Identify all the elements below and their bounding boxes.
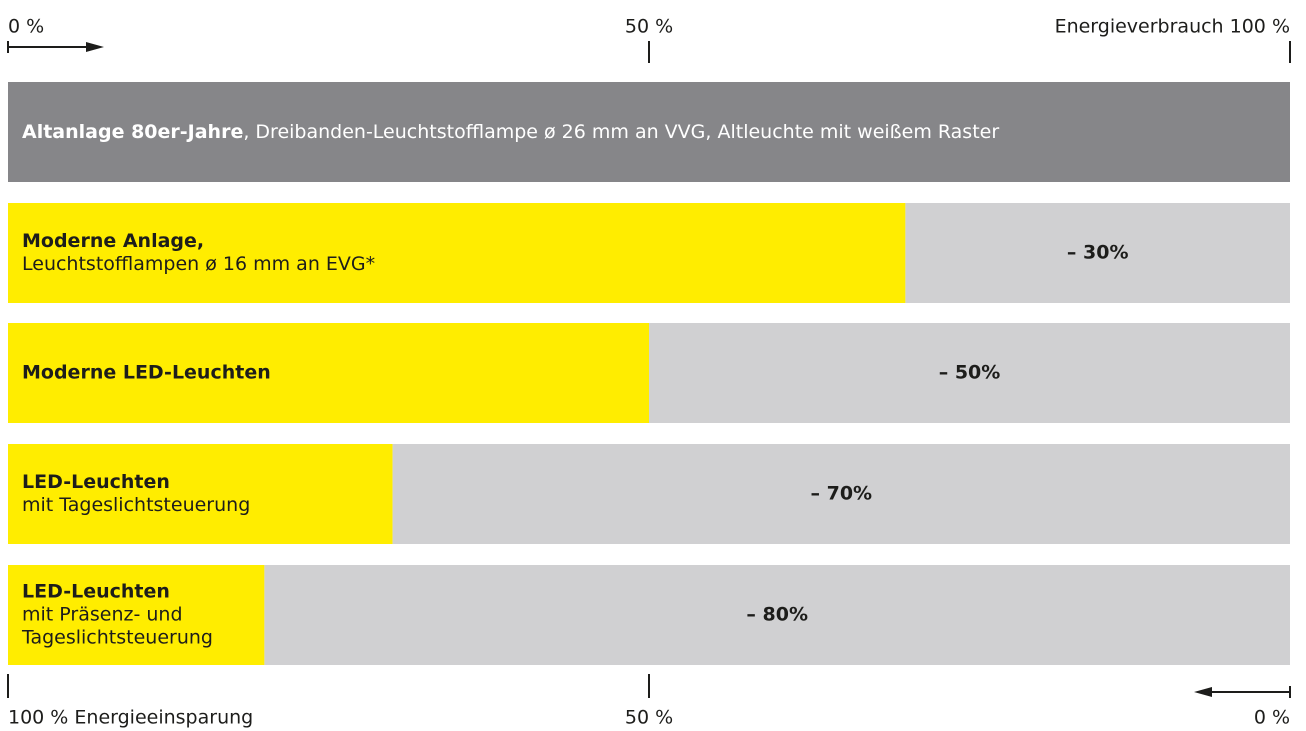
category-title: LED-Leuchten [22,581,170,603]
category-detail: , Dreibanden-Leuchtstofflampe ø 26 mm an… [243,121,999,143]
bottom-tick-label: 50 % [625,707,673,729]
category-label: Altanlage 80er-Jahre, Dreibanden-Leuchts… [22,121,999,143]
savings-bar [264,565,1290,665]
savings-bar [392,444,1291,544]
category-detail: mit Tageslichtsteuerung [22,494,250,516]
category-title: Moderne Anlage, [22,230,204,252]
consumption-bar [8,203,906,303]
bottom-arrow-head [1194,687,1212,697]
category-detail: Leuchtstofflampen ø 16 mm an EVG* [22,253,375,275]
savings-bar [905,203,1290,303]
savings-label: – 50% [939,362,1001,384]
axis-arrows [8,42,1290,697]
top-tick-label: 0 % [8,16,44,38]
consumption-bar [8,444,393,544]
top-tick-label: Energieverbrauch 100 % [1055,16,1290,38]
top-tick-label: 50 % [625,16,673,38]
category-title: Altanlage 80er-Jahre [22,121,243,143]
bottom-tick-label: 0 % [1254,707,1290,729]
consumption-bar [8,323,649,423]
savings-bar [649,323,1290,423]
savings-label: – 80% [746,604,808,626]
consumption-bar [8,565,265,665]
consumption-bar [8,82,1290,182]
top-arrow-head [86,42,104,52]
savings-label: – 30% [1067,242,1129,264]
savings-label: – 70% [811,483,873,505]
category-title: Moderne LED-Leuchten [22,362,271,384]
category-detail: mit Präsenz- und [22,604,183,626]
bottom-tick-label: 100 % Energieeinsparung [8,707,253,729]
category-detail: Tageslichtsteuerung [21,627,213,649]
category-title: LED-Leuchten [22,471,170,493]
